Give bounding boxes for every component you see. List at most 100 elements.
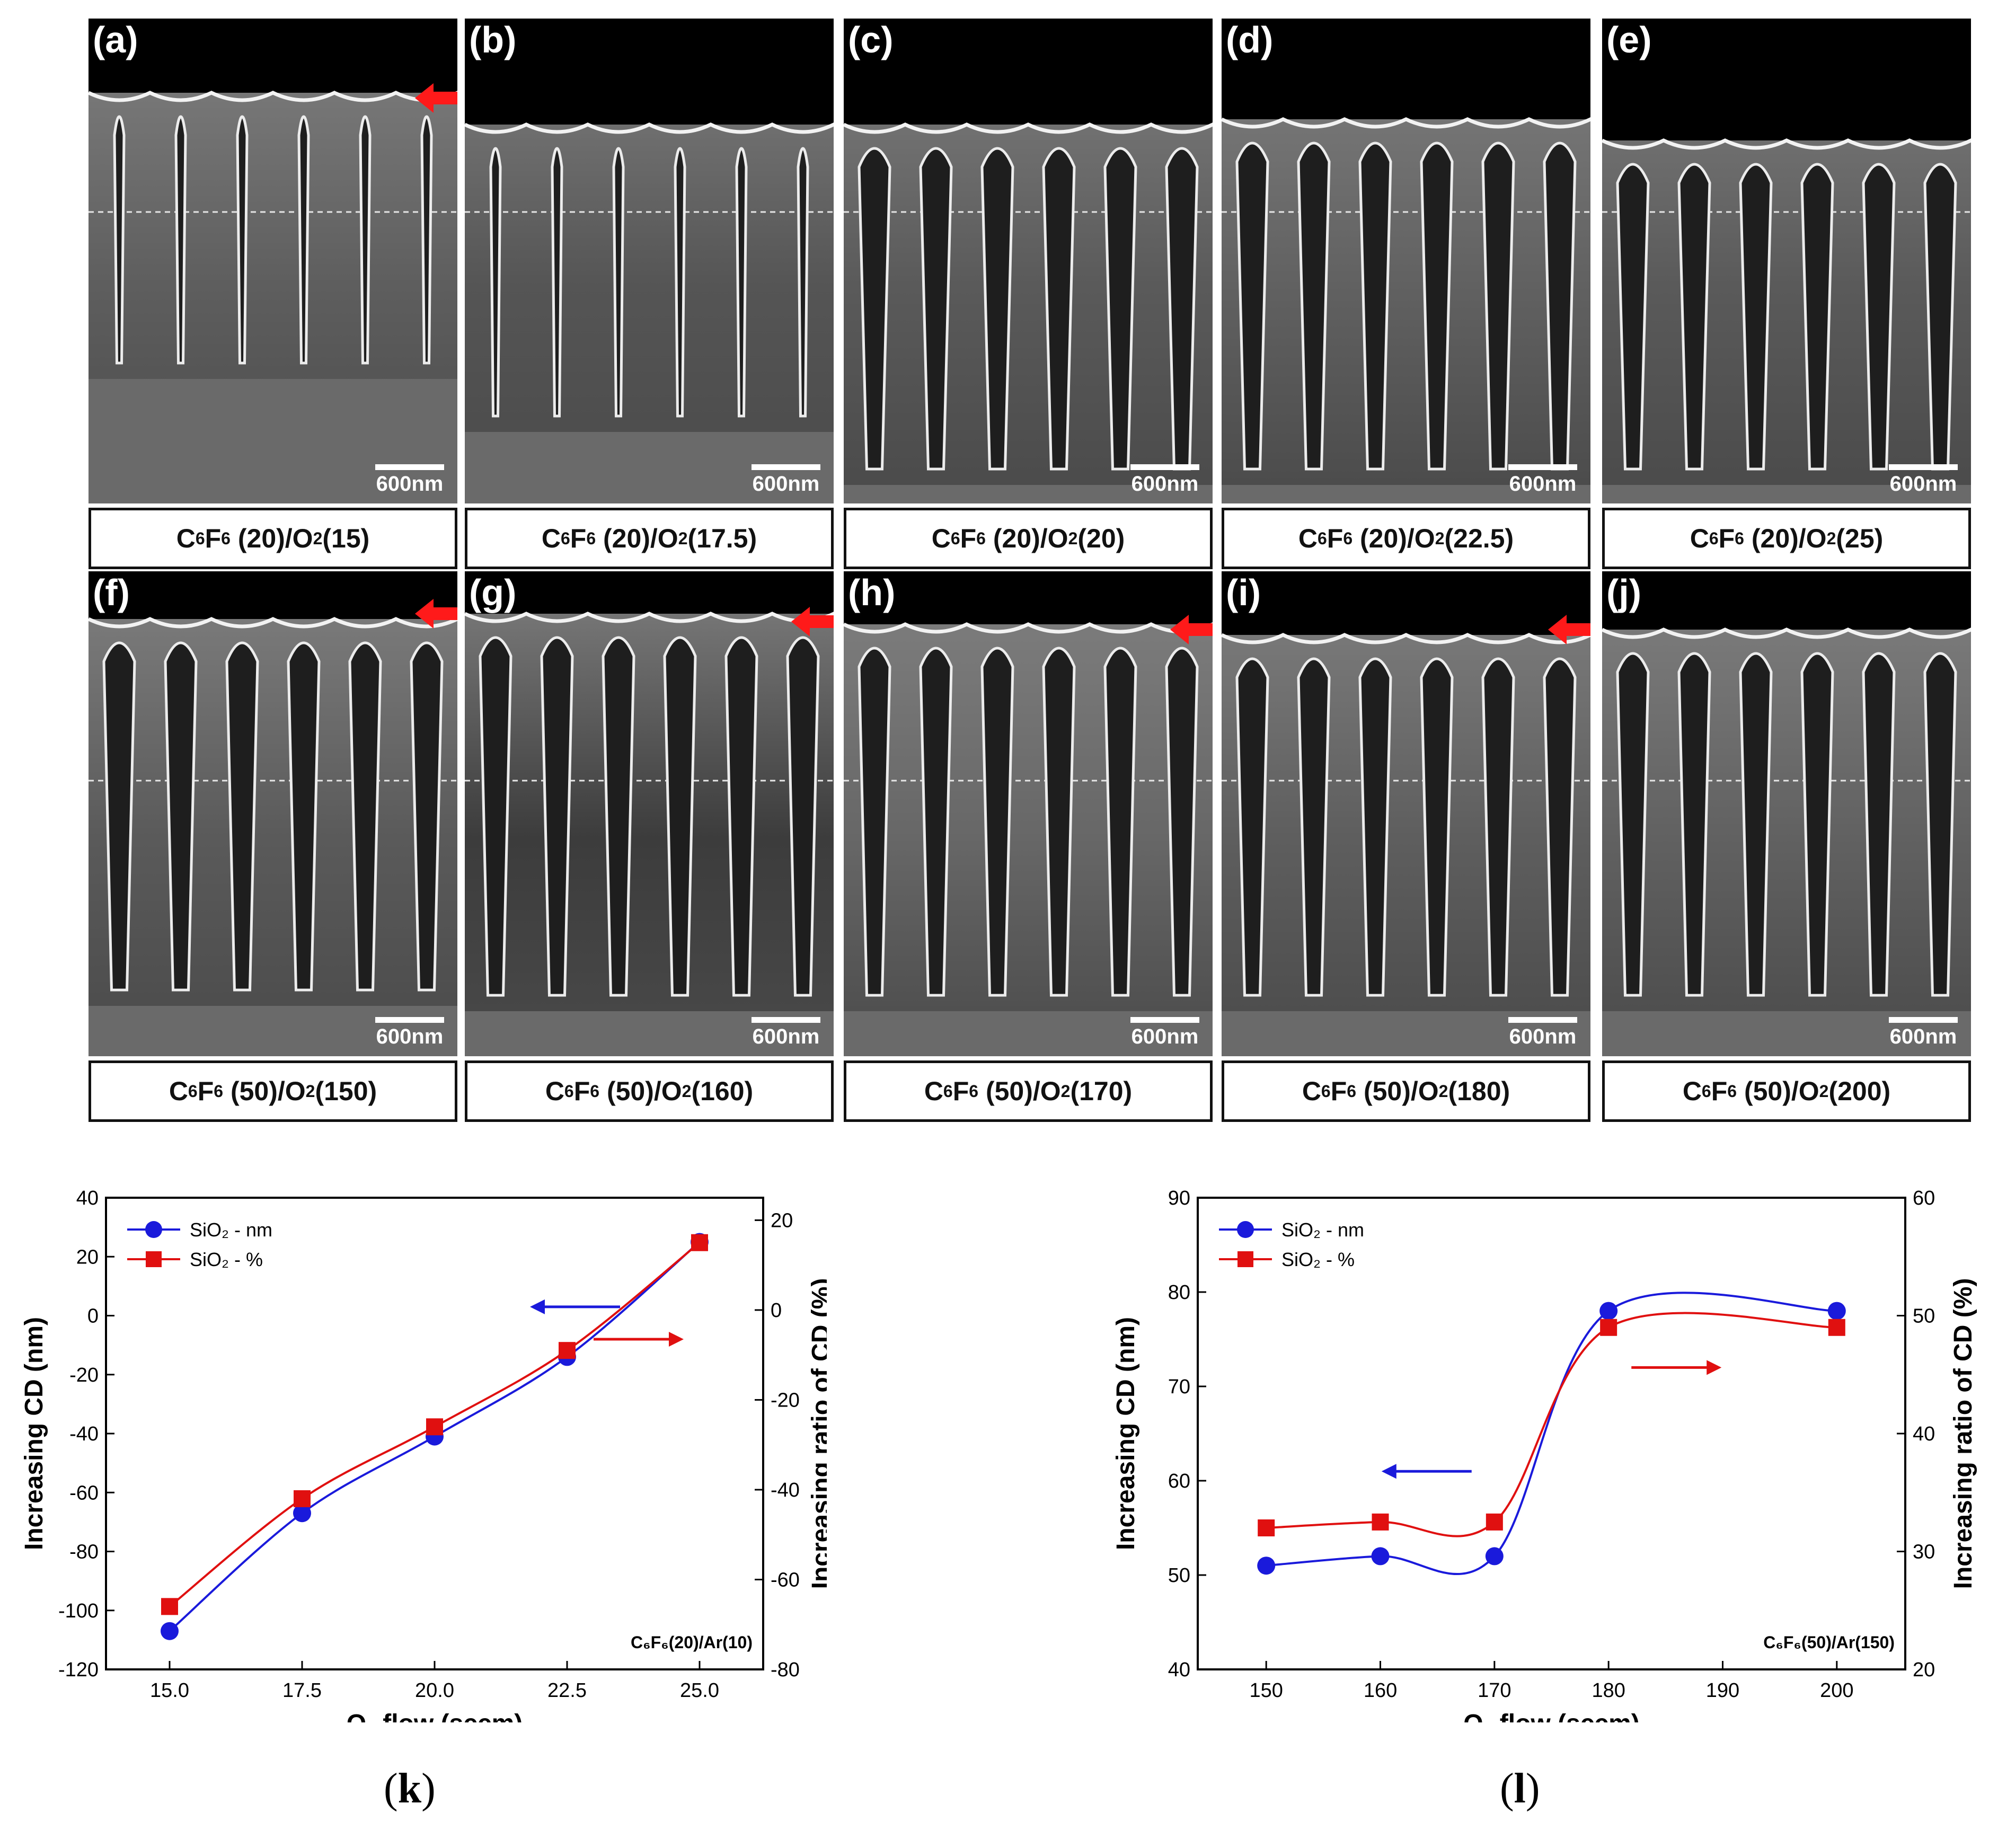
scale-bar-label: 600nm — [376, 1025, 444, 1048]
sem-image: (a) 600nm — [89, 19, 457, 503]
y2-tick-label: 60 — [1913, 1187, 1935, 1209]
x-tick-label: 170 — [1478, 1679, 1511, 1702]
y-tick-label: 70 — [1168, 1376, 1190, 1398]
legend-marker-circle — [145, 1221, 162, 1238]
sem-image: (b) 600nm — [465, 19, 834, 503]
x-tick-label: 25.0 — [680, 1679, 719, 1702]
chart-k: -120 -100 -80 -60 -40 -20 0 20 40 -80 -60 -40 -20 0 20… — [0, 1155, 835, 1741]
scale-bar-line — [375, 1017, 444, 1023]
scale-bar-label: 600nm — [1889, 1025, 1957, 1048]
x-tick-label: 150 — [1249, 1679, 1283, 1702]
data-point-square — [1600, 1319, 1617, 1336]
x-tick-label: 190 — [1706, 1679, 1739, 1702]
sem-panel-label: (c) — [848, 19, 894, 60]
legend-marker-square — [1237, 1251, 1253, 1267]
y2-tick-label: 50 — [1913, 1305, 1935, 1328]
scale-bar-line — [1508, 464, 1577, 470]
y-tick-label: 80 — [1168, 1281, 1190, 1304]
x-tick-label: 15.0 — [150, 1679, 189, 1702]
y-tick-label: -20 — [69, 1364, 99, 1386]
sem-image: (g) 600nm — [465, 571, 834, 1056]
arrow-right-icon — [1631, 1360, 1722, 1375]
y2-tick-label: 20 — [771, 1209, 793, 1232]
sem-micrograph — [465, 19, 834, 503]
scale-bar-line — [1889, 1017, 1958, 1023]
legend-marker-square — [146, 1251, 162, 1267]
y2-tick-label: 30 — [1913, 1541, 1935, 1563]
y-tick-label: 40 — [1168, 1659, 1190, 1681]
data-point-square — [1258, 1519, 1275, 1536]
arrow-left-icon — [1381, 1464, 1472, 1479]
sem-panel-label: (d) — [1226, 19, 1274, 60]
y2-tick-label: 0 — [771, 1299, 782, 1322]
legend-label: SiO₂ - % — [1281, 1249, 1355, 1270]
sem-panel-label: (g) — [469, 572, 517, 613]
sem-micrograph — [1222, 571, 1590, 1056]
scale-bar-label: 600nm — [752, 1025, 820, 1048]
x-tick-label: 200 — [1820, 1679, 1853, 1702]
data-point-circle — [1485, 1547, 1504, 1566]
sem-panel-label: (h) — [848, 572, 896, 613]
y-tick-label: 60 — [1168, 1470, 1190, 1492]
sem-micrograph — [465, 571, 834, 1056]
data-point-circle — [161, 1622, 179, 1640]
scale-bar-line — [1889, 464, 1958, 470]
y2-tick-label: 20 — [1913, 1659, 1935, 1681]
data-point-circle — [1827, 1302, 1846, 1320]
y-axis-label: Increasing CD (nm) — [20, 1317, 48, 1550]
red-arrow-icon — [1170, 615, 1213, 644]
sem-micrograph — [89, 571, 457, 1056]
sem-image: (h) 600nm — [844, 571, 1213, 1056]
sem-image: (c) 600nm — [844, 19, 1213, 503]
sem-micrograph — [1602, 19, 1971, 503]
sem-panel-label: (f) — [93, 572, 130, 613]
y2-tick-label: -80 — [771, 1659, 800, 1681]
x-axis-label: O2 flow (sccm) — [1463, 1710, 1640, 1722]
sem-micrograph — [1222, 19, 1590, 503]
y-tick-label: 20 — [76, 1246, 99, 1268]
y-tick-label: -120 — [58, 1659, 99, 1681]
y-tick-label: 0 — [87, 1305, 99, 1328]
scale-bar: 600nm — [373, 1017, 447, 1049]
legend-label: SiO₂ - nm — [1281, 1219, 1364, 1241]
scale-bar-line — [752, 464, 820, 470]
sem-micrograph — [844, 571, 1213, 1056]
data-point-square — [426, 1418, 443, 1436]
arrow-right-icon — [594, 1332, 684, 1347]
scale-bar: 600nm — [1886, 1017, 1960, 1049]
legend-marker-circle — [1237, 1221, 1254, 1238]
sem-image: (j) 600nm — [1602, 571, 1971, 1056]
data-point-square — [559, 1342, 576, 1359]
red-arrow-icon — [1548, 615, 1590, 644]
arrow-left-icon — [530, 1299, 620, 1314]
scale-bar: 600nm — [749, 464, 823, 496]
sem-panel-label: (a) — [93, 19, 138, 60]
sem-micrograph — [844, 19, 1213, 503]
data-point-square — [691, 1234, 708, 1251]
x-tick-label: 180 — [1592, 1679, 1625, 1702]
scale-bar: 600nm — [1506, 464, 1580, 496]
chart-annotation: C₆F₆(50)/Ar(150) — [1763, 1633, 1895, 1652]
data-point-square — [1828, 1319, 1845, 1336]
scale-bar: 600nm — [1886, 464, 1960, 496]
x-tick-label: 160 — [1364, 1679, 1397, 1702]
y2-tick-label: -20 — [771, 1389, 800, 1411]
scale-bar-line — [375, 464, 444, 470]
scale-bar-line — [1130, 464, 1199, 470]
sem-panel-label: (i) — [1226, 572, 1261, 613]
scale-bar: 600nm — [373, 464, 447, 496]
y2-axis-label: Increasing ratio of CD (%) — [807, 1278, 827, 1589]
sem-image-grid: (a) 600nm C 6 F 6 (20)/O 2 (15) (b) 600nm C 6 F 6 (20… — [89, 19, 1971, 1122]
x-axis-label: O2 flow (sccm) — [347, 1710, 523, 1722]
sem-image: (e) 600nm — [1602, 19, 1971, 503]
y-tick-label: 90 — [1168, 1187, 1190, 1209]
y-axis-label: Increasing CD (nm) — [1112, 1317, 1140, 1550]
y-tick-label: 40 — [76, 1187, 99, 1209]
x-tick-label: 20.0 — [415, 1679, 454, 1702]
y-tick-label: -80 — [69, 1541, 99, 1563]
